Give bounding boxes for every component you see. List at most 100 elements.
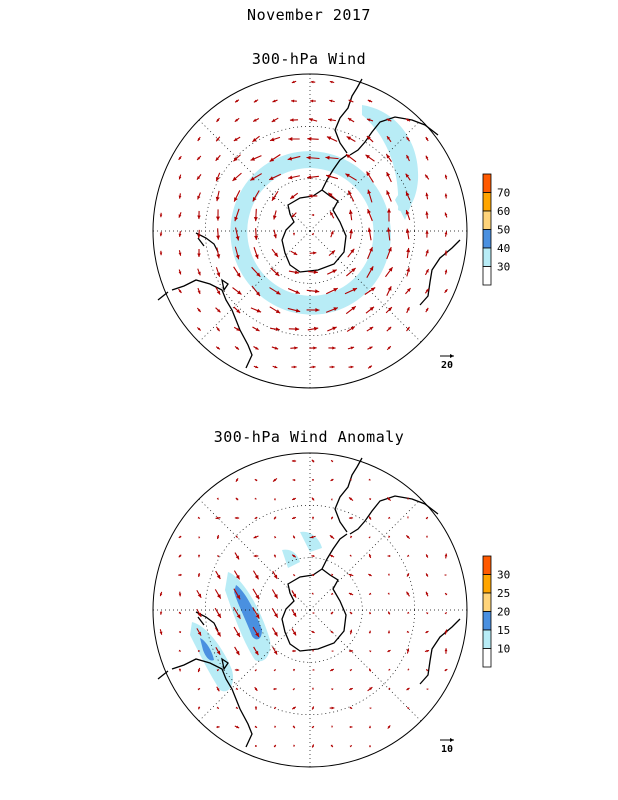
wind-vector	[311, 574, 315, 577]
wind-vector	[444, 231, 448, 237]
wind-vector	[250, 173, 262, 181]
wind-vector	[273, 687, 277, 691]
wind-vector	[272, 99, 278, 103]
wind-vector	[349, 687, 353, 691]
wind-vector	[234, 99, 240, 103]
wind-vector	[350, 535, 353, 539]
wind-vector	[233, 190, 241, 202]
wind-vector	[386, 246, 392, 260]
wind-vector	[253, 346, 259, 350]
wind-vector	[197, 649, 200, 652]
wind-vector	[344, 287, 358, 295]
wind-vector	[406, 247, 411, 259]
colorbar-swatch	[482, 574, 492, 594]
wind-vector	[273, 229, 277, 239]
wind-vector	[310, 365, 316, 369]
wind-vector	[405, 118, 411, 122]
wind-vector	[366, 326, 374, 332]
wind-vector	[291, 628, 297, 636]
wind-vector	[271, 589, 279, 599]
jet-band-atlantic	[362, 105, 419, 212]
wind-vector	[367, 99, 373, 103]
wind-vector	[369, 650, 372, 653]
wind-vector	[425, 230, 429, 238]
wind-vector	[444, 212, 448, 218]
wind-vector	[366, 171, 374, 183]
wind-vector	[425, 630, 429, 634]
wind-vector	[235, 535, 238, 538]
wind-vector	[387, 649, 391, 653]
wind-vector	[293, 668, 296, 672]
grid-lines	[153, 453, 467, 767]
wind-vector	[288, 137, 300, 142]
wind-vector	[348, 209, 353, 221]
colorbar-label: 30	[497, 261, 510, 274]
wind-vector	[214, 607, 222, 619]
wind-vector	[291, 99, 297, 103]
wind-vector	[253, 535, 259, 539]
wind-vector	[254, 725, 258, 729]
wind-vector	[425, 192, 429, 200]
wind-vector	[387, 725, 391, 729]
wind-vector	[326, 136, 338, 142]
wind-vector	[406, 687, 410, 691]
wind-vector	[368, 725, 371, 729]
wind-vector	[386, 171, 392, 183]
wind-vector	[252, 570, 260, 580]
wind-vector	[234, 668, 240, 672]
wind-vector	[215, 172, 221, 182]
wind-vector	[273, 554, 276, 558]
wind-vector	[197, 229, 201, 239]
wind-vector	[289, 192, 299, 200]
wind-vector	[233, 306, 241, 314]
wind-vector	[328, 118, 336, 122]
wind-vector	[159, 250, 163, 256]
wind-vector	[349, 554, 352, 557]
wind-vector	[269, 154, 281, 162]
wind-vector	[329, 80, 335, 84]
wind-vector	[405, 209, 411, 221]
wind-vector	[311, 554, 315, 558]
wind-vector	[307, 136, 319, 141]
wind-vector	[330, 459, 334, 463]
wind-vector	[406, 648, 410, 654]
wind-vector	[271, 608, 279, 618]
wind-vector	[274, 535, 277, 539]
wind-vector	[330, 478, 334, 482]
panel2-title: 300-hPa Wind Anomaly	[213, 428, 405, 446]
wind-vector	[271, 190, 279, 202]
wind-vector	[288, 175, 300, 180]
wind-vector	[270, 327, 280, 332]
wind-vector	[367, 208, 373, 222]
wind-vector	[405, 534, 411, 540]
wind-vector	[426, 535, 428, 538]
wind-vector	[273, 516, 277, 520]
anomaly-colorbar: 30 25 20 15 10	[482, 555, 510, 668]
wind-vector	[216, 669, 220, 672]
wind-vector	[233, 626, 241, 638]
wind-vector	[272, 210, 277, 220]
reference-vector-1: 20	[440, 354, 454, 371]
wind-vector	[178, 174, 182, 180]
wind-vector	[288, 327, 300, 332]
wind-vector	[425, 591, 429, 597]
africa-coast	[419, 239, 461, 306]
wind-vector	[198, 536, 201, 539]
antarctica-coast	[281, 189, 347, 273]
wind-vector	[178, 535, 182, 539]
wind-vector	[253, 208, 258, 222]
panel1-title: 300-hPa Wind	[251, 50, 367, 68]
wind-vector	[291, 609, 297, 617]
wind-vector	[232, 172, 242, 182]
wind-vector	[349, 668, 353, 672]
wind-vector	[291, 497, 297, 501]
wind-vector	[311, 214, 315, 217]
coastlines	[157, 457, 461, 748]
wind-vector	[234, 552, 240, 560]
wind-vector	[272, 478, 278, 482]
wind-vector	[368, 553, 372, 559]
wind-vector	[425, 211, 429, 219]
new-zealand-coast	[195, 232, 219, 253]
wind-vector	[197, 268, 201, 276]
wind-vector	[253, 247, 259, 259]
